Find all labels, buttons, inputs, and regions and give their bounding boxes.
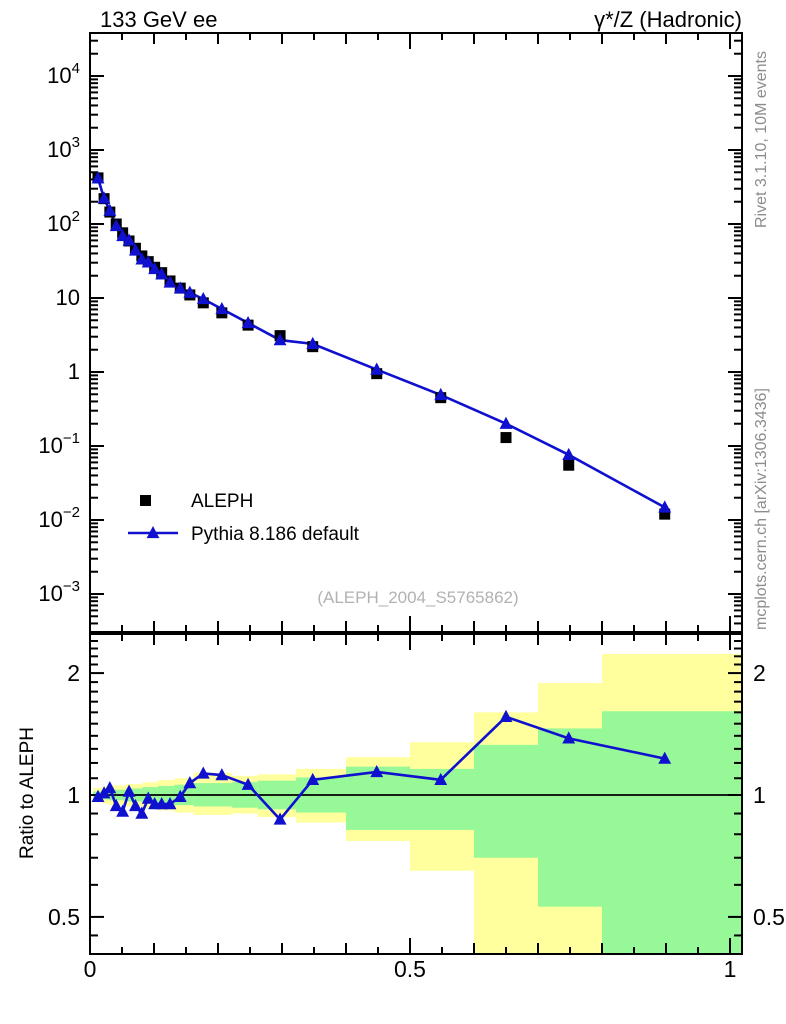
ratio-point-triangle-icon bbox=[499, 709, 513, 722]
watermark-analysis-id: (ALEPH_2004_S5765862) bbox=[317, 588, 518, 607]
mc-point-triangle-icon bbox=[173, 281, 187, 294]
mc-point-triangle-icon bbox=[215, 302, 229, 315]
ratio-y-tick-label-right: 2 bbox=[753, 660, 766, 686]
ratio-y-tick-label: 1 bbox=[67, 782, 80, 808]
ratio-point-triangle-icon bbox=[103, 781, 117, 794]
mc-point-triangle-icon bbox=[196, 291, 210, 305]
ratio-point-triangle-icon bbox=[562, 731, 576, 744]
ratio-y-tick-label: 0.5 bbox=[48, 904, 80, 930]
mc-point-triangle-icon bbox=[155, 267, 169, 280]
mc-point-triangle-icon bbox=[183, 285, 197, 298]
legend-label-aleph: ALEPH bbox=[191, 491, 253, 512]
ratio-point-triangle-icon bbox=[370, 764, 384, 778]
ratio-point-triangle-icon bbox=[658, 751, 672, 764]
mc-point-triangle-icon bbox=[273, 333, 287, 346]
data-point-square-icon bbox=[563, 459, 575, 471]
ratio-point-triangle-icon bbox=[129, 798, 142, 812]
mc-point-triangle-icon bbox=[91, 171, 105, 184]
ratio-y-tick-label-right: 1 bbox=[753, 782, 766, 808]
ratio-point-triangle-icon bbox=[434, 772, 448, 786]
mc-point-triangle-icon bbox=[306, 336, 320, 350]
ratio-point-triangle-icon bbox=[173, 789, 187, 802]
x-axis-tick-label: 1 bbox=[724, 956, 737, 982]
main-y-tick-label: 10 bbox=[56, 285, 80, 310]
main-y-tick-label: 10−1 bbox=[38, 430, 80, 458]
side-note-rivet: Rivet 3.1.10, 10M events bbox=[753, 51, 770, 228]
mc-point-triangle-icon bbox=[116, 228, 130, 242]
x-axis-tick-label: 0.5 bbox=[394, 956, 426, 982]
mc-point-triangle-icon bbox=[163, 275, 177, 288]
mc-point-triangle-icon bbox=[122, 233, 136, 246]
ratio-point-triangle-icon bbox=[135, 806, 149, 819]
title-left: 133 GeV ee bbox=[100, 7, 217, 32]
uncertainty-band-green bbox=[474, 744, 538, 858]
uncertainty-band-green bbox=[602, 711, 742, 954]
ratio-point-triangle-icon bbox=[91, 789, 105, 802]
side-note-mcplots: mcplots.cern.ch [arXiv:1306.3436] bbox=[753, 388, 770, 630]
mc-prediction-line bbox=[96, 177, 666, 509]
ratio-point-triangle-icon bbox=[241, 777, 255, 790]
main-y-tick-label: 102 bbox=[47, 208, 80, 236]
main-y-tick-label: 104 bbox=[47, 60, 80, 88]
mc-point-triangle-icon bbox=[562, 447, 576, 460]
mc-point-triangle-icon bbox=[241, 315, 255, 329]
main-y-tick-label: 10−2 bbox=[38, 504, 80, 532]
title-right: γ*/Z (Hadronic) bbox=[594, 7, 742, 32]
ratio-point-triangle-icon bbox=[196, 766, 210, 779]
mc-point-triangle-icon bbox=[141, 255, 155, 268]
legend: ALEPH Pythia 8.186 default bbox=[128, 491, 360, 545]
ratio-point-triangle-icon bbox=[273, 812, 287, 825]
uncertainty-band-green bbox=[346, 766, 410, 830]
data-point-square-icon bbox=[500, 432, 512, 444]
legend-label-pythia: Pythia 8.186 default bbox=[191, 524, 360, 545]
ratio-point-triangle-icon bbox=[306, 772, 320, 786]
uncertainty-band-green bbox=[538, 728, 602, 907]
main-y-tick-label: 10−3 bbox=[38, 578, 80, 606]
ratio-point-triangle-icon bbox=[141, 791, 155, 804]
ratio-y-tick-label: 2 bbox=[67, 660, 80, 686]
mc-point-triangle-icon bbox=[499, 416, 513, 429]
x-axis-tick-label: 0 bbox=[84, 956, 97, 982]
legend-marker-triangle-icon bbox=[146, 526, 160, 539]
ratio-point-triangle-icon bbox=[163, 797, 177, 810]
mc-point-triangle-icon bbox=[370, 362, 384, 375]
mc-point-triangle-icon bbox=[658, 500, 672, 513]
ratio-point-triangle-icon bbox=[122, 784, 136, 797]
legend-marker-square-icon bbox=[140, 495, 151, 506]
ratio-point-triangle-icon bbox=[215, 768, 229, 781]
main-y-tick-label: 103 bbox=[47, 134, 80, 162]
mc-point-triangle-icon bbox=[97, 191, 111, 204]
ratio-point-triangle-icon bbox=[109, 798, 123, 812]
mc-point-triangle-icon bbox=[109, 218, 123, 232]
ratio-point-triangle-icon bbox=[116, 804, 130, 817]
main-y-tick-label: 1 bbox=[68, 359, 80, 384]
ratio-point-triangle-icon bbox=[183, 776, 197, 789]
mc-point-triangle-icon bbox=[148, 261, 162, 275]
data-point-square-icon bbox=[659, 508, 671, 520]
main-panel-frame bbox=[89, 32, 743, 633]
ratio-y-tick-label-right: 0.5 bbox=[753, 904, 785, 930]
mc-point-triangle-icon bbox=[434, 387, 448, 401]
mc-point-triangle-icon bbox=[129, 243, 142, 256]
mc-point-triangle-icon bbox=[103, 203, 117, 216]
ratio-point-triangle-icon bbox=[155, 797, 169, 810]
ratio-y-axis-label: Ratio to ALEPH bbox=[17, 727, 38, 859]
